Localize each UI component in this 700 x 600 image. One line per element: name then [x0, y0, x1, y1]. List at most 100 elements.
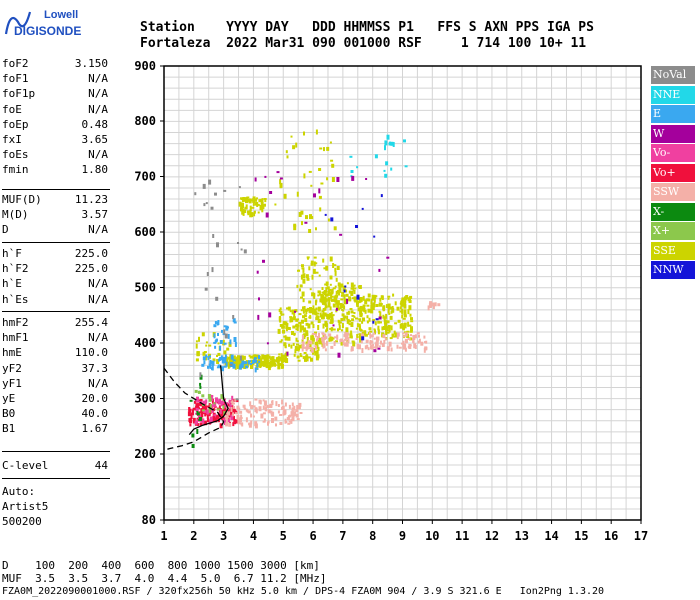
- echo-point: [274, 203, 277, 206]
- echo-point: [362, 317, 365, 322]
- echo-point: [302, 306, 305, 309]
- echo-point: [394, 322, 398, 325]
- echo-point: [392, 142, 395, 147]
- y-tick-label: 700: [134, 170, 156, 184]
- echo-point: [240, 364, 244, 367]
- echo-point: [250, 413, 253, 418]
- echo-point: [268, 405, 272, 408]
- echo-point: [258, 355, 260, 360]
- echo-point: [224, 407, 228, 412]
- echo-point: [240, 248, 243, 251]
- echo-point: [289, 310, 292, 313]
- echo-point: [295, 349, 299, 351]
- echo-point: [211, 398, 214, 404]
- echo-point: [394, 301, 397, 306]
- divider: [2, 478, 110, 479]
- echo-point: [190, 414, 193, 419]
- param-row: hmF1 N/A: [2, 330, 108, 345]
- echo-point: [332, 303, 336, 308]
- echo-point: [263, 418, 266, 422]
- echo-point: [346, 311, 350, 315]
- echo-point: [245, 408, 248, 412]
- echo-point: [199, 382, 202, 386]
- echo-point: [288, 420, 291, 423]
- echo-point: [403, 309, 407, 314]
- echo-point: [329, 321, 333, 324]
- param-row: hmE 110.0: [2, 345, 108, 360]
- params-group-2: MUF(D) 11.23 M(D) 3.57 D N/A: [2, 192, 108, 238]
- echo-point: [326, 340, 328, 346]
- param-value: N/A: [88, 292, 108, 306]
- echo-point: [213, 333, 216, 339]
- echo-point: [318, 188, 321, 194]
- echo-point: [399, 310, 402, 313]
- echo-point: [189, 399, 193, 402]
- param-row: h`E N/A: [2, 276, 108, 291]
- echo-point: [404, 297, 407, 303]
- echo-point: [284, 402, 287, 407]
- echo-point: [416, 332, 420, 335]
- echo-point: [219, 409, 222, 414]
- echo-point: [267, 365, 271, 371]
- echo-point: [208, 344, 212, 347]
- echo-point: [353, 290, 356, 294]
- echo-point: [356, 333, 359, 338]
- echo-point: [324, 306, 327, 311]
- echo-point: [245, 365, 249, 369]
- echo-point: [364, 299, 368, 305]
- echo-point: [210, 206, 214, 210]
- echo-point: [259, 205, 263, 209]
- echo-point: [383, 340, 386, 344]
- echo-point: [417, 340, 420, 344]
- echo-point: [235, 361, 239, 367]
- echo-point: [253, 354, 257, 360]
- echo-point: [279, 340, 283, 343]
- echo-point: [360, 340, 363, 344]
- echo-point: [235, 410, 238, 413]
- echo-point: [346, 282, 349, 285]
- echo-point: [215, 414, 218, 417]
- echo-point: [356, 166, 359, 169]
- echo-point: [371, 294, 375, 300]
- echo-point: [225, 414, 229, 420]
- echo-point: [337, 328, 339, 332]
- echo-point: [316, 312, 320, 315]
- echo-point: [370, 299, 373, 305]
- echo-point: [315, 307, 318, 311]
- echo-point: [324, 320, 328, 326]
- echo-point: [401, 342, 403, 345]
- echo-point: [375, 304, 379, 307]
- echo-point: [225, 361, 228, 367]
- echo-point: [206, 420, 210, 423]
- echo-point: [297, 269, 300, 272]
- echo-point: [385, 304, 388, 309]
- param-label: foEs: [2, 148, 29, 162]
- echo-point: [248, 422, 252, 428]
- echo-point: [206, 405, 209, 408]
- echo-point: [285, 150, 288, 154]
- echo-point: [236, 359, 240, 362]
- echo-point: [348, 296, 352, 302]
- echo-point: [317, 307, 321, 311]
- echo-point: [219, 345, 222, 351]
- param-label: MUF(D): [2, 193, 42, 206]
- params-group-5: C-level 44: [2, 458, 108, 473]
- echo-point: [230, 401, 234, 404]
- echo-point: [325, 265, 329, 271]
- echo-point: [212, 416, 215, 422]
- echo-point: [298, 212, 302, 217]
- echo-point: [287, 306, 291, 311]
- echo-point: [238, 357, 241, 363]
- echo-point: [228, 399, 231, 404]
- echo-point: [397, 319, 401, 323]
- echo-point: [365, 339, 369, 343]
- echo-point: [418, 338, 421, 343]
- echo-point: [252, 196, 256, 200]
- echo-point: [290, 418, 293, 424]
- echo-point: [330, 311, 333, 314]
- echo-point: [250, 359, 254, 363]
- echo-point: [238, 361, 241, 365]
- param-label: B0: [2, 407, 16, 421]
- param-label: yF1: [2, 376, 22, 390]
- echo-point: [278, 316, 281, 321]
